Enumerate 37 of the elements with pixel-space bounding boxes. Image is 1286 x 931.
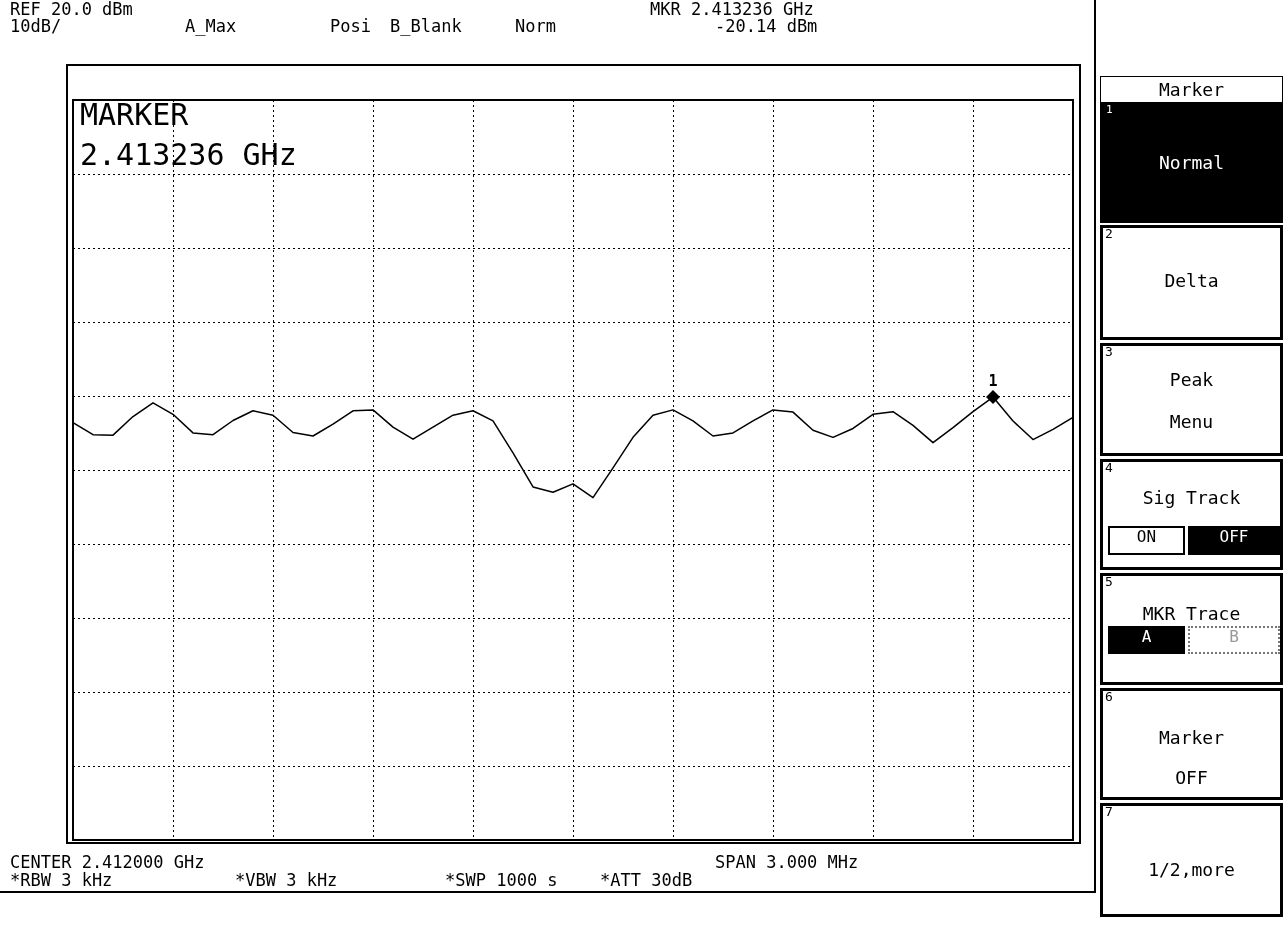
text: 2: [1105, 226, 1113, 242]
text: Posi: [330, 16, 371, 36]
text: ON: [1135, 527, 1158, 546]
text: 2.413236 GHz: [80, 137, 297, 172]
text: 4: [1105, 460, 1113, 476]
text: 1/2,more: [1147, 859, 1236, 880]
text: *SWP 1000 s: [445, 870, 558, 890]
text: B: [1228, 627, 1240, 646]
text: MKR 2.413236 GHz: [650, 0, 814, 19]
text: 10dB/: [10, 16, 62, 36]
text: OFF: [1218, 527, 1250, 546]
text: Marker: [1158, 727, 1225, 748]
text: Normal: [1158, 152, 1225, 173]
text: Peak: [1168, 369, 1215, 390]
text: CENTER 2.412000 GHz: [10, 852, 205, 872]
text: B_Blank: [390, 16, 462, 36]
text: 5: [1105, 574, 1113, 590]
text: Menu: [1168, 411, 1215, 432]
text: Norm: [515, 16, 556, 36]
text: A: [1140, 627, 1153, 646]
text: MARKER: [80, 97, 189, 132]
text: A_Max: [185, 16, 237, 36]
text: Sig Track: [1141, 487, 1242, 508]
text: SPAN 3.000 MHz: [715, 852, 859, 872]
text: OFF: [1174, 767, 1209, 788]
text: *ATT 30dB: [600, 870, 693, 890]
text: Delta: [1163, 270, 1220, 291]
text: REF 20.0 dBm: [10, 0, 133, 19]
text: 7: [1105, 804, 1113, 820]
text: 3: [1105, 344, 1113, 360]
text: 1: [988, 372, 998, 391]
text: 6: [1105, 689, 1113, 705]
text: -20.14 dBm: [715, 16, 818, 36]
text: *RBW 3 kHz: [10, 870, 113, 890]
text: MKR Trace: [1141, 603, 1242, 624]
text: 1: [1106, 103, 1113, 117]
text: *VBW 3 kHz: [235, 870, 338, 890]
